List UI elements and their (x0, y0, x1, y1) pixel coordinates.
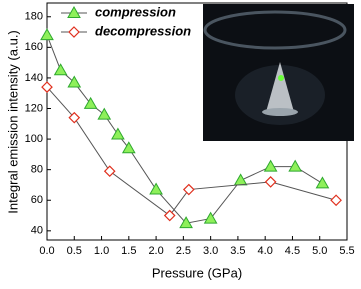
x-tick-label: 1.0 (94, 245, 109, 257)
y-tick-label: 100 (25, 133, 43, 145)
marker-triangle (40, 28, 54, 41)
y-tick-label: 120 (25, 102, 43, 114)
y-tick-label: 180 (25, 11, 43, 23)
marker-diamond (41, 81, 53, 93)
marker-triangle (315, 176, 330, 189)
y-tick-label: 40 (31, 225, 43, 237)
marker-triangle (53, 63, 68, 76)
x-tick-label: 0.0 (39, 245, 54, 257)
inset-photo (203, 4, 354, 141)
x-tick-label: 5.0 (312, 245, 327, 257)
y-tick-label: 140 (25, 72, 43, 84)
marker-triangle (83, 96, 98, 109)
marker-triangle (97, 107, 112, 120)
marker-triangle (203, 211, 218, 224)
marker-diamond (264, 176, 277, 188)
x-tick-label: 0.5 (67, 245, 82, 257)
marker-diamond (68, 111, 81, 124)
marker-triangle (179, 216, 193, 229)
x-tick-label: 4.0 (258, 245, 273, 257)
x-tick-label: 1.5 (121, 245, 136, 257)
x-tick-label: 5.5 (339, 245, 354, 257)
marker-triangle (67, 75, 82, 88)
x-tick-label: 2.5 (176, 245, 191, 257)
y-tick-label: 160 (25, 41, 43, 53)
legend-label: decompression (95, 23, 191, 38)
photo-sample (278, 75, 284, 81)
marker-diamond (103, 165, 116, 178)
photo-ring (203, 10, 347, 50)
x-tick-label: 3.0 (203, 245, 218, 257)
marker-triangle (263, 159, 278, 172)
marker-diamond (182, 183, 195, 196)
legend-marker (68, 26, 80, 38)
y-axis-title: Integral emission intensity (a.u.) (5, 30, 20, 214)
x-tick-label: 3.5 (230, 245, 245, 257)
marker-diamond (330, 194, 342, 207)
marker-triangle (233, 173, 248, 186)
y-tick-label: 60 (31, 194, 43, 206)
marker-triangle (288, 159, 303, 172)
x-axis-title: Pressure (GPa) (152, 265, 242, 280)
photo-anvil (266, 62, 294, 112)
y-tick-label: 80 (31, 164, 43, 176)
legend-label: compression (95, 4, 176, 19)
marker-triangle (121, 141, 136, 154)
photo-base (262, 108, 298, 116)
x-tick-label: 4.5 (285, 245, 300, 257)
marker-diamond (163, 209, 176, 222)
x-tick-label: 2.0 (148, 245, 163, 257)
marker-triangle (149, 182, 163, 195)
marker-triangle (111, 127, 125, 140)
legend-marker (67, 5, 81, 18)
